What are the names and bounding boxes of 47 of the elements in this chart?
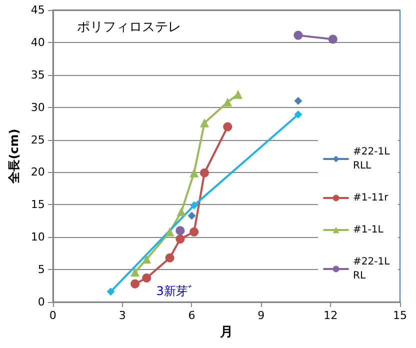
y-tick-label: 35 — [30, 68, 45, 82]
point — [130, 279, 140, 288]
point — [130, 268, 140, 277]
point — [328, 34, 338, 44]
legend-label: #22-1LRLL — [353, 146, 390, 172]
y-axis-title: 全長(cm) — [7, 128, 21, 184]
point — [165, 227, 174, 236]
y-tick-label: 0 — [38, 296, 45, 308]
point — [176, 207, 186, 216]
point — [223, 98, 232, 107]
point — [190, 201, 198, 210]
point — [176, 234, 185, 244]
x-axis-title: 月 — [218, 325, 233, 340]
point — [294, 30, 303, 40]
x-tick-label: 0 — [49, 309, 56, 322]
legend-label: #1-11r — [353, 192, 390, 204]
point — [294, 96, 302, 105]
y-tick-label: 25 — [30, 133, 45, 146]
y-tick-label: 10 — [30, 230, 45, 244]
x-tick-label: 12 — [324, 309, 338, 322]
point — [142, 254, 152, 264]
point — [234, 90, 243, 99]
point — [294, 110, 302, 118]
point — [106, 288, 115, 296]
text: ポリフィロステレ — [77, 20, 181, 35]
y-tick-label: 40 — [30, 36, 45, 49]
point — [190, 227, 199, 236]
point — [142, 273, 152, 282]
y-tick-label: 5 — [38, 263, 45, 276]
y-tick-label: 30 — [30, 100, 45, 114]
point — [188, 212, 196, 220]
x-tick-label: 15 — [393, 309, 407, 322]
point — [190, 168, 199, 178]
point — [176, 226, 185, 236]
point — [223, 122, 232, 132]
y-tick-label: 20 — [30, 166, 45, 179]
point — [165, 253, 174, 262]
annotation: 3新芽ﾞ — [156, 284, 194, 298]
point — [200, 118, 209, 128]
x-tick-label: 6 — [188, 309, 196, 322]
x-tick-label: 9 — [258, 309, 265, 322]
legend-label: #1-1L — [353, 224, 384, 236]
y-tick-label: 45 — [30, 4, 45, 16]
point — [200, 168, 209, 178]
x-tick-label: 3 — [118, 309, 126, 322]
legend-label: #22-1LRL — [353, 256, 390, 282]
y-tick-label: 15 — [30, 198, 45, 212]
